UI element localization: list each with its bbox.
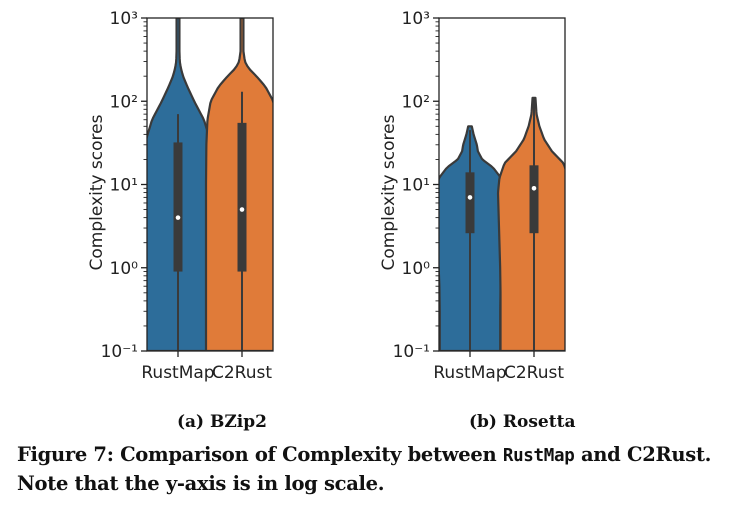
median-dot-rustmap [175, 215, 181, 220]
x-tick-label-c2rust: C2Rust [504, 363, 564, 383]
violin-group [147, 18, 273, 351]
y-tick-label: 10² [110, 92, 138, 112]
subcaption-bzip2: (a) BZip2 [177, 412, 267, 432]
y-tick-label: 10⁻¹ [101, 342, 138, 362]
y-tick-label: 10⁻¹ [393, 342, 430, 362]
box-rustmap [465, 172, 475, 234]
violin-group [439, 96, 565, 351]
caption-middle: and C2Rust. [574, 443, 712, 466]
y-tick-label: 10¹ [402, 176, 430, 196]
median-dot-rustmap [467, 195, 473, 200]
x-tick-label-rustmap: RustMap [433, 363, 506, 383]
y-axis-title: Complexity scores [379, 114, 399, 270]
median-dot-c2rust [239, 207, 245, 212]
y-tick-label: 10¹ [110, 176, 138, 196]
box-c2rust [237, 122, 247, 272]
y-tick-label: 10² [402, 92, 430, 112]
figure-caption: Figure 7: Comparison of Complexity betwe… [17, 441, 742, 498]
y-tick-label: 10⁰ [110, 259, 139, 279]
x-tick-label-rustmap: RustMap [141, 363, 214, 383]
subcaption-rosetta: (b) Rosetta [469, 412, 576, 432]
y-axis-title: Complexity scores [87, 114, 107, 270]
y-tick-label: 10³ [110, 9, 138, 29]
box-rustmap [173, 142, 183, 272]
box-c2rust [529, 165, 539, 234]
median-dot-c2rust [531, 186, 537, 191]
caption-line2: Note that the y-axis is in log scale. [17, 472, 385, 495]
x-tick-label-c2rust: C2Rust [212, 363, 272, 383]
y-tick-label: 10³ [402, 9, 430, 29]
caption-code: RustMap [502, 446, 575, 466]
caption-prefix: Figure 7: Comparison of Complexity betwe… [17, 443, 503, 466]
y-tick-label: 10⁰ [402, 259, 431, 279]
